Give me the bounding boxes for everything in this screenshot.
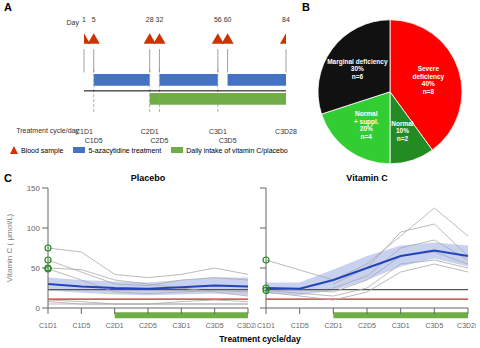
svg-text:1: 1	[82, 16, 86, 23]
svg-text:150: 150	[27, 184, 41, 193]
svg-text:C3D28: C3D28	[457, 322, 472, 329]
svg-text:C3D5: C3D5	[206, 322, 224, 329]
svg-text:C1D5: C1D5	[291, 322, 309, 329]
svg-text:Normal10%n=2: Normal10%n=2	[391, 119, 414, 141]
svg-text:Marginal deficiency30%n=6: Marginal deficiency30%n=6	[327, 57, 388, 79]
svg-text:C3D1: C3D1	[209, 128, 227, 135]
html-text:Treatment cycle/day: Treatment cycle/day	[219, 334, 301, 344]
svg-text:C3D1: C3D1	[172, 322, 190, 329]
svg-text:C2D5: C2D5	[150, 137, 168, 144]
svg-text:Severedeficiency40%n=8: Severedeficiency40%n=8	[412, 65, 444, 95]
svg-text:Day: Day	[67, 19, 80, 27]
html-text:B: B	[302, 1, 310, 13]
svg-text:C2D5: C2D5	[139, 322, 157, 329]
svg-text:C3D28: C3D28	[275, 128, 297, 135]
svg-text:C3D1: C3D1	[392, 322, 410, 329]
svg-text:100: 100	[27, 224, 41, 233]
svg-text:C1D1: C1D1	[257, 322, 275, 329]
svg-text:0: 0	[36, 304, 41, 313]
svg-text:C2D1: C2D1	[324, 322, 342, 329]
html-text:A: A	[4, 1, 12, 13]
svg-text:50: 50	[31, 264, 40, 273]
svg-text:C1D5: C1D5	[72, 322, 90, 329]
svg-text:C1D5: C1D5	[85, 137, 103, 144]
svg-text:Treatment cycle/day: Treatment cycle/day	[16, 127, 79, 135]
html-text:Blood sample: Blood sample	[21, 146, 64, 154]
html-text:5-azacytidine treatment: 5-azacytidine treatment	[88, 146, 162, 154]
svg-text:84: 84	[282, 16, 290, 23]
svg-text:C2D5: C2D5	[358, 322, 376, 329]
svg-text:32: 32	[156, 16, 164, 23]
svg-text:60: 60	[224, 16, 232, 23]
svg-text:C1D1: C1D1	[39, 322, 57, 329]
svg-text:5: 5	[92, 16, 96, 23]
svg-text:C3D28: C3D28	[237, 322, 256, 329]
html-text:Vitamin C: Vitamin C	[346, 173, 388, 183]
html-text:Daily intake of vitamin C/plac: Daily intake of vitamin C/placebo	[186, 146, 288, 154]
svg-text:C1D1: C1D1	[75, 128, 93, 135]
svg-text:Vitamin C ( μmol/L): Vitamin C ( μmol/L)	[8, 213, 14, 282]
svg-text:C3D5: C3D5	[425, 322, 443, 329]
html-text:C: C	[4, 172, 12, 184]
svg-text:28: 28	[146, 16, 154, 23]
svg-text:C2D1: C2D1	[106, 322, 124, 329]
html-text:Placebo: Placebo	[130, 173, 166, 183]
svg-text:Normal+ suppl.20%n=4: Normal+ suppl.20%n=4	[354, 110, 379, 140]
svg-text:C3D5: C3D5	[219, 137, 237, 144]
svg-text:56: 56	[214, 16, 222, 23]
svg-text:C2D1: C2D1	[141, 128, 159, 135]
